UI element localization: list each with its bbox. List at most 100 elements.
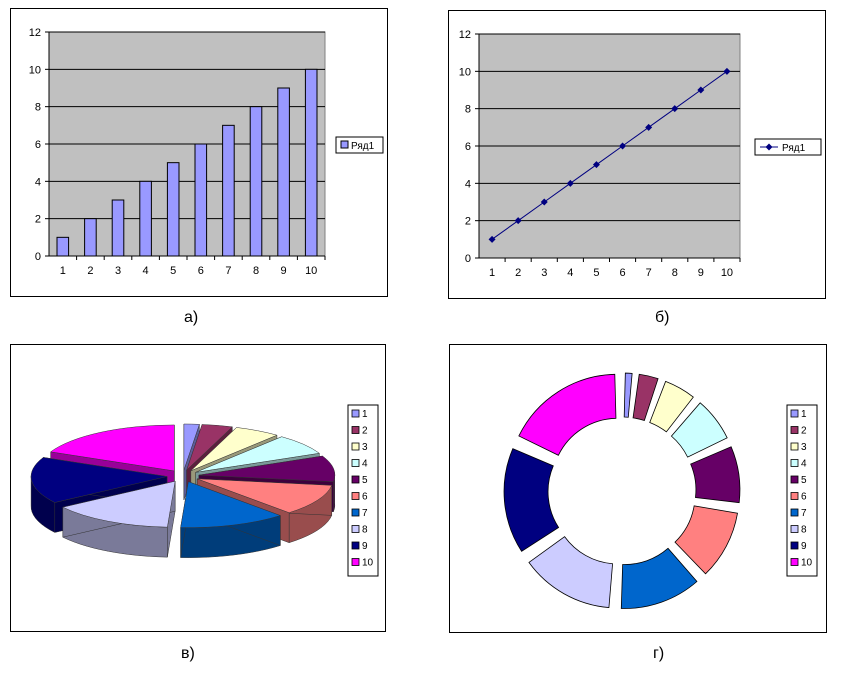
legend-swatch (351, 558, 360, 566)
legend-label: 4 (801, 459, 807, 470)
slice-top (183, 423, 200, 471)
x-tick-label: 5 (593, 267, 599, 279)
caption-a: а) (184, 309, 199, 326)
doughnut-segment (632, 373, 659, 421)
slice-top (30, 457, 168, 503)
bar (111, 199, 125, 257)
legend-swatch (351, 426, 360, 434)
x-tick-label: 4 (143, 265, 149, 277)
legend-label: 8 (362, 525, 368, 536)
legend-label: 8 (801, 525, 807, 536)
doughnut-segment (623, 372, 633, 418)
legend-label: 4 (362, 459, 368, 470)
legend-swatch (351, 492, 360, 500)
data-point (592, 161, 600, 169)
x-tick-label: 5 (170, 265, 176, 277)
y-tick-label: 8 (465, 104, 471, 116)
legend-label: 5 (362, 475, 368, 486)
x-tick-label: 2 (515, 267, 521, 279)
doughnut-chart-panel: 1 2 3 4 5 6 7 8 9 10 (449, 344, 827, 633)
legend-swatch (790, 525, 799, 533)
legend: Ряд1 (335, 136, 384, 154)
legend-swatch (790, 442, 799, 451)
x-tick-label: 1 (489, 267, 495, 279)
legend-label: 9 (801, 541, 807, 552)
legend-label: 6 (362, 492, 368, 503)
y-tick-label: 8 (35, 102, 41, 114)
bar-chart-panel: 0 2 4 6 8 10 12 1 2 3 4 5 6 7 8 9 10 Ряд1 (10, 8, 388, 297)
x-tick-label: 8 (253, 265, 259, 277)
data-point (697, 86, 705, 94)
legend-label: 7 (362, 508, 368, 519)
legend-swatch (790, 492, 799, 500)
x-tick-label: 9 (281, 265, 287, 277)
bar (222, 124, 235, 257)
legend-swatch (351, 409, 360, 418)
legend-swatch (340, 140, 349, 149)
x-tick-label: 6 (619, 267, 625, 279)
bar (304, 68, 318, 257)
pie-chart: 1 2 3 4 5 6 7 8 9 10 (30, 404, 379, 577)
x-tick-label: 3 (541, 267, 547, 279)
y-tick-label: 4 (465, 178, 471, 190)
x-tick-label: 4 (567, 267, 573, 279)
x-tick-label: 2 (87, 265, 93, 277)
data-point (540, 198, 548, 206)
legend-box (754, 138, 822, 156)
legend-label: Ряд1 (351, 141, 375, 152)
pie-chart-panel: 1 2 3 4 5 6 7 8 9 10 (10, 344, 386, 632)
y-tick-label: 12 (459, 29, 471, 41)
legend-label: 9 (362, 541, 368, 552)
legend-label: 7 (801, 508, 807, 519)
data-point (488, 235, 496, 243)
slice-top (198, 455, 336, 482)
data-point (514, 217, 522, 225)
line-chart-panel: 0 2 4 6 8 10 12 1 2 3 4 5 6 7 8 9 10 Ряд1 (448, 10, 826, 299)
legend-label: 1 (801, 409, 807, 420)
y-tick-label: 10 (29, 64, 41, 76)
pie-slice (180, 481, 282, 558)
legend-marker (765, 143, 773, 151)
legend-label: 10 (362, 558, 374, 569)
slice-top (190, 427, 278, 472)
data-point (619, 142, 627, 150)
legend-swatch (351, 525, 360, 533)
legend-swatch (351, 442, 360, 451)
legend-label: 3 (801, 442, 807, 453)
legend-label: 5 (801, 475, 807, 486)
legend-swatch (790, 475, 799, 484)
y-tick-label: 6 (35, 139, 41, 151)
legend-swatch (351, 475, 360, 484)
x-tick-label: 6 (198, 265, 204, 277)
x-tick-label: 9 (698, 267, 704, 279)
caption-c: в) (181, 645, 195, 662)
doughnut-segment (690, 446, 741, 504)
doughnut-segment (670, 402, 728, 458)
y-tick-label: 0 (465, 253, 471, 265)
y-tick-label: 2 (35, 214, 41, 226)
caption-b: б) (655, 309, 670, 326)
slice-top (62, 480, 176, 528)
x-tick-label: 1 (60, 265, 66, 277)
slice-top (50, 424, 175, 472)
slice-top (195, 436, 321, 473)
pie-slice (62, 480, 176, 558)
y-tick-label: 6 (465, 141, 471, 153)
legend-swatch (351, 508, 360, 517)
legend-swatch (790, 508, 799, 517)
x-tick-label: 10 (721, 267, 733, 279)
legend: Ряд1 (754, 138, 822, 156)
legend-swatch (790, 541, 799, 550)
bar (166, 162, 180, 257)
legend-swatch (351, 541, 360, 550)
series-line (491, 70, 728, 240)
legend-label: 6 (801, 492, 807, 503)
bar (194, 143, 208, 257)
caption-d: г) (653, 645, 665, 662)
legend-label: 2 (362, 426, 368, 437)
data-point (566, 179, 574, 187)
doughnut-chart: 1 2 3 4 5 6 7 8 9 10 (503, 372, 818, 609)
legend-swatch (790, 426, 799, 434)
